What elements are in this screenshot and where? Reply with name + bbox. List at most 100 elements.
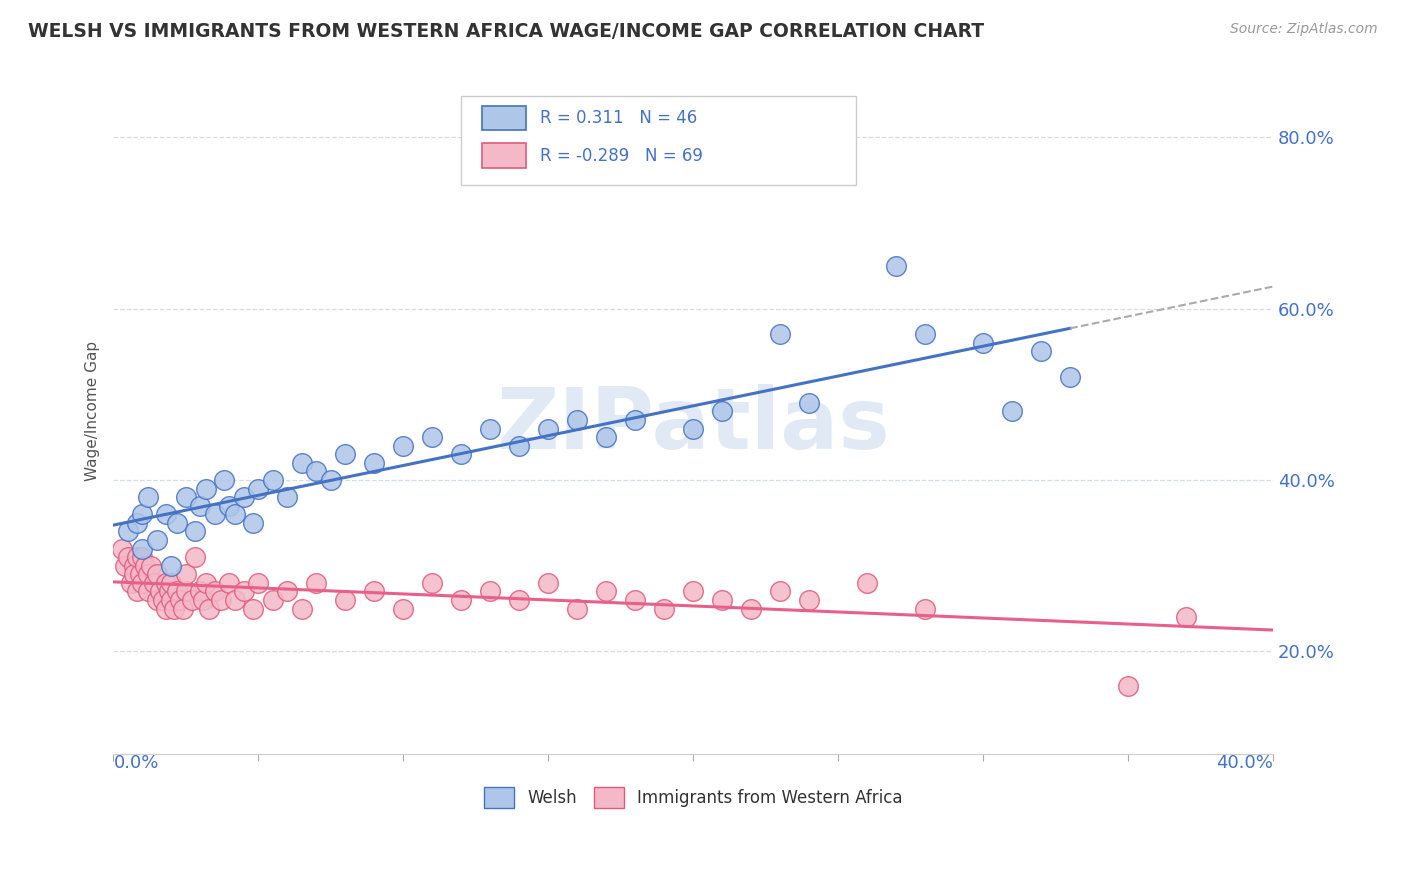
Point <box>131 550 153 565</box>
Point <box>125 584 148 599</box>
Point <box>146 567 169 582</box>
Point <box>682 421 704 435</box>
Text: R = -0.289   N = 69: R = -0.289 N = 69 <box>540 146 703 165</box>
Point <box>218 575 240 590</box>
Point <box>242 601 264 615</box>
Point <box>146 593 169 607</box>
Point <box>117 524 139 539</box>
Point <box>111 541 134 556</box>
Text: ZIPatlas: ZIPatlas <box>496 384 890 467</box>
Point <box>224 507 246 521</box>
Point <box>567 413 589 427</box>
Point <box>125 550 148 565</box>
Point <box>169 593 191 607</box>
Point <box>1001 404 1024 418</box>
Point <box>183 550 205 565</box>
Point <box>711 404 734 418</box>
Y-axis label: Wage/Income Gap: Wage/Income Gap <box>86 342 100 482</box>
Point <box>120 575 142 590</box>
Point <box>247 575 270 590</box>
Point <box>567 601 589 615</box>
Point <box>233 584 256 599</box>
Point <box>769 327 792 342</box>
Point <box>174 490 197 504</box>
Point <box>291 601 314 615</box>
Point <box>972 335 994 350</box>
Point <box>884 259 907 273</box>
FancyBboxPatch shape <box>482 144 526 168</box>
Point <box>190 499 212 513</box>
Point <box>149 584 172 599</box>
Point <box>1116 679 1139 693</box>
Point <box>195 575 218 590</box>
Point <box>134 558 156 573</box>
FancyBboxPatch shape <box>482 105 526 130</box>
Point <box>479 584 502 599</box>
Point <box>114 558 136 573</box>
Point <box>204 584 226 599</box>
Point <box>204 507 226 521</box>
Point <box>392 601 415 615</box>
Point <box>1175 610 1198 624</box>
Point <box>160 575 183 590</box>
Point <box>276 584 298 599</box>
Point <box>166 584 188 599</box>
Point <box>856 575 879 590</box>
Point <box>136 567 159 582</box>
FancyBboxPatch shape <box>461 96 856 185</box>
Point <box>392 439 415 453</box>
Point <box>422 430 444 444</box>
Point <box>262 593 284 607</box>
Point <box>136 584 159 599</box>
Point <box>247 482 270 496</box>
Point <box>174 584 197 599</box>
Point <box>131 507 153 521</box>
Text: R = 0.311   N = 46: R = 0.311 N = 46 <box>540 109 697 127</box>
Point <box>652 601 675 615</box>
Point <box>166 516 188 530</box>
Point <box>122 558 145 573</box>
Point <box>595 584 617 599</box>
Point <box>141 558 163 573</box>
Point <box>479 421 502 435</box>
Point <box>160 593 183 607</box>
Point <box>155 575 177 590</box>
Text: Source: ZipAtlas.com: Source: ZipAtlas.com <box>1230 22 1378 37</box>
Point <box>914 601 936 615</box>
Point <box>131 575 153 590</box>
Point <box>335 593 357 607</box>
Point <box>146 533 169 547</box>
Point <box>125 516 148 530</box>
Point <box>740 601 762 615</box>
Point <box>155 507 177 521</box>
Point <box>450 447 472 461</box>
Point <box>1059 370 1081 384</box>
Point <box>624 413 647 427</box>
Point <box>363 584 385 599</box>
Point <box>276 490 298 504</box>
Point <box>143 575 166 590</box>
Point <box>305 464 328 478</box>
Point <box>624 593 647 607</box>
Point <box>262 473 284 487</box>
Text: 0.0%: 0.0% <box>114 755 159 772</box>
Point <box>508 593 530 607</box>
Point <box>422 575 444 590</box>
Point <box>152 593 174 607</box>
Point <box>537 421 560 435</box>
Point <box>160 558 183 573</box>
Point <box>799 593 821 607</box>
Legend: Welsh, Immigrants from Western Africa: Welsh, Immigrants from Western Africa <box>478 780 910 814</box>
Point <box>122 567 145 582</box>
Point <box>291 456 314 470</box>
Point <box>224 593 246 607</box>
Point <box>131 541 153 556</box>
Point <box>335 447 357 461</box>
Point <box>136 490 159 504</box>
Point <box>163 601 186 615</box>
Point <box>183 524 205 539</box>
Point <box>180 593 202 607</box>
Text: 40.0%: 40.0% <box>1216 755 1272 772</box>
Point <box>769 584 792 599</box>
Point <box>174 567 197 582</box>
